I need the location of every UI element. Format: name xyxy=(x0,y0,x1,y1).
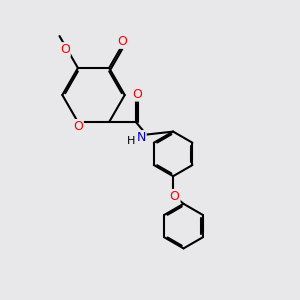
Text: O: O xyxy=(73,120,83,133)
Text: O: O xyxy=(117,35,127,48)
Text: N: N xyxy=(136,131,146,144)
Text: H: H xyxy=(127,136,135,146)
Text: O: O xyxy=(60,43,70,56)
Text: O: O xyxy=(170,190,180,203)
Text: O: O xyxy=(132,88,142,100)
